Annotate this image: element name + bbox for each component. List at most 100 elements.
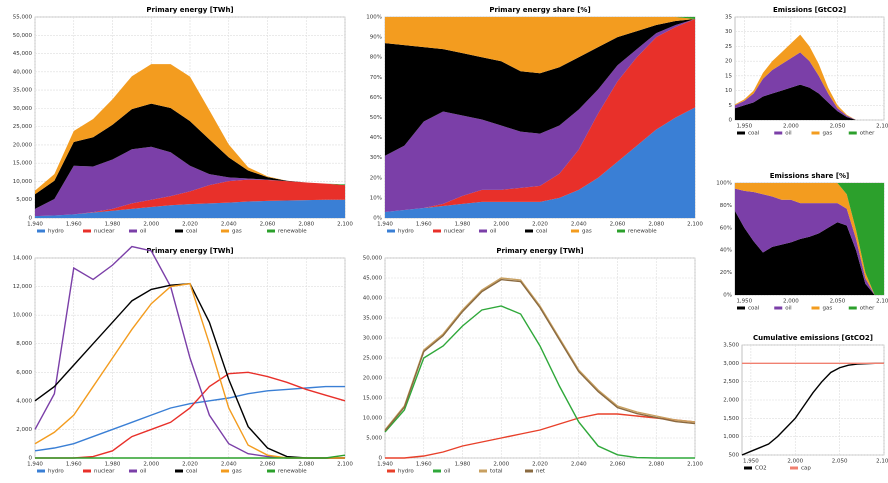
y-tick-label: 500 (729, 453, 740, 459)
x-tick-label: 2,000 (783, 299, 799, 305)
y-tick-label: 35,000 (13, 88, 33, 94)
y-tick-label: 45,000 (363, 276, 383, 282)
x-tick-label: 2,100 (337, 222, 353, 228)
x-tick-label: 2,000 (143, 462, 159, 468)
area-series (35, 199, 345, 218)
x-tick-label: 2,020 (182, 462, 198, 468)
chart-title: Primary energy share [%] (489, 6, 590, 14)
y-tick-label: 10,000 (13, 179, 33, 185)
legend-swatch (479, 469, 487, 473)
legend-swatch (175, 469, 183, 473)
legend-label: nuclear (94, 469, 115, 475)
y-tick-label: 2,000 (723, 398, 739, 404)
x-tick-label: 1,960 (416, 222, 432, 228)
y-tick-label: 4,000 (16, 398, 32, 404)
y-tick-label: 40,000 (13, 69, 33, 75)
y-tick-label: 10% (370, 195, 382, 201)
y-tick-label: 0% (723, 293, 732, 299)
legend-label: renewable (278, 469, 307, 475)
x-tick-label: 2,080 (298, 222, 314, 228)
legend-swatch (267, 229, 275, 233)
y-tick-label: 30,000 (13, 106, 33, 112)
x-tick-label: 2,040 (221, 462, 237, 468)
x-tick-label: 1,960 (66, 462, 82, 468)
y-tick-label: 25,000 (13, 124, 33, 130)
y-tick-label: 3,000 (723, 361, 739, 367)
legend-swatch (387, 469, 395, 473)
legend-label: CO2 (755, 466, 767, 472)
x-tick-label: 2,020 (182, 222, 198, 228)
marks (735, 183, 884, 295)
legend-swatch (744, 466, 752, 470)
legend-label: coal (186, 229, 198, 235)
x-tick-label: 1,940 (377, 462, 393, 468)
x-tick-label: 2,080 (648, 222, 664, 228)
y-tick-label: 60% (370, 95, 382, 101)
legend-label: coal (748, 306, 760, 312)
marks (741, 362, 884, 456)
x-tick-label: 1,980 (455, 462, 471, 468)
legend-label: oil (140, 469, 147, 475)
legend-swatch (37, 229, 45, 233)
legend-label: gas (232, 229, 242, 235)
legend-label: hydro (398, 229, 414, 235)
legend-swatch (848, 306, 857, 310)
y-tick-label: 90% (370, 35, 382, 41)
legend-label: coal (186, 469, 198, 475)
legend-swatch (175, 229, 183, 233)
line-series (385, 413, 696, 459)
line-series (384, 305, 695, 459)
y-tick-label: 100% (366, 15, 382, 21)
y-tick-label: 35,000 (363, 316, 383, 322)
legend-label: gas (232, 469, 242, 475)
x-tick-label: 1,940 (27, 462, 43, 468)
legend-swatch (129, 469, 137, 473)
y-tick-label: 25 (725, 44, 732, 50)
legend-label: renewable (628, 229, 657, 235)
x-tick-label: 2,000 (783, 124, 799, 130)
y-tick-label: 45,000 (13, 51, 33, 57)
chart-title: Primary energy [TWh] (146, 6, 233, 14)
x-tick-label: 2,080 (298, 462, 314, 468)
area-series (35, 103, 345, 209)
legend-label: hydro (48, 469, 64, 475)
x-tick-label: 2,050 (830, 124, 846, 130)
legend-swatch (774, 306, 783, 310)
legend-swatch (387, 229, 395, 233)
chart-title: Emissions share [%] (770, 172, 850, 180)
marks (34, 245, 346, 459)
y-tick-label: 1,500 (723, 416, 739, 422)
legend-label: coal (748, 131, 760, 137)
x-tick-label: 2,050 (830, 299, 846, 305)
area-series (385, 19, 695, 212)
legend-label: nuclear (94, 229, 115, 235)
y-tick-label: 60% (720, 225, 732, 231)
x-tick-label: 1,960 (416, 462, 432, 468)
x-tick-label: 1,980 (455, 222, 471, 228)
y-tick-label: 15 (725, 73, 732, 79)
y-tick-label: 0 (29, 216, 33, 222)
legend-swatch (83, 469, 91, 473)
legend-swatch (129, 229, 137, 233)
marks (735, 34, 884, 120)
area-series (735, 183, 884, 295)
x-tick-label: 1,980 (105, 462, 121, 468)
legend-label: oil (444, 469, 451, 475)
x-tick-label: 1,950 (736, 299, 752, 305)
line-series (35, 454, 346, 459)
legend-label: coal (536, 229, 548, 235)
legend-label: hydro (398, 469, 414, 475)
chart-title: Primary energy [TWh] (496, 247, 583, 255)
y-tick-label: 30,000 (363, 336, 383, 342)
y-tick-label: 40% (370, 135, 382, 141)
x-tick-label: 2,060 (260, 222, 276, 228)
x-tick-label: 1,950 (736, 124, 752, 130)
y-tick-label: 0% (373, 216, 382, 222)
y-tick-label: 40% (720, 248, 732, 254)
legend-swatch (737, 131, 745, 135)
legend-label: oil (140, 229, 147, 235)
y-tick-label: 25,000 (363, 356, 383, 362)
y-tick-label: 0 (29, 456, 33, 462)
legend-swatch (811, 306, 820, 310)
